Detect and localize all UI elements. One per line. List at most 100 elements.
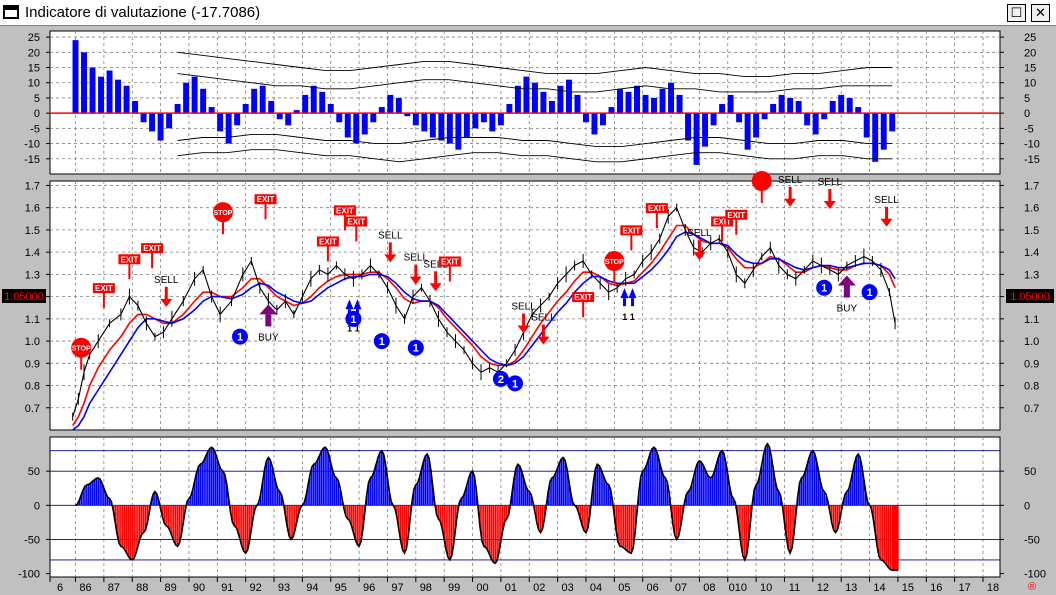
- sell-signal: SELL: [423, 259, 448, 292]
- histogram-bar: [353, 113, 360, 144]
- entry-marker-label: 1: [237, 332, 243, 344]
- hist-ytick-label-left: 10: [28, 78, 40, 90]
- histogram-bar: [489, 113, 496, 132]
- histogram-bar: [217, 113, 224, 132]
- sell-signal: SELL: [378, 230, 403, 263]
- x-tick-label: 99: [448, 582, 460, 594]
- histogram-bar: [608, 107, 615, 114]
- histogram-bar: [285, 113, 292, 126]
- exit-signal-label: EXIT: [121, 255, 139, 264]
- entry-marker-disc: [507, 375, 524, 392]
- buy-arrow-shaft: [843, 285, 850, 298]
- histogram-bar: [251, 88, 258, 114]
- maximize-button[interactable]: ☐: [1007, 4, 1026, 22]
- histogram-bar: [310, 85, 317, 114]
- x-tick-label: 89: [164, 582, 176, 594]
- histogram-bar: [234, 113, 241, 126]
- histogram-bar: [395, 97, 402, 114]
- entry-marker-disc: [861, 284, 878, 301]
- histogram-bar: [208, 107, 215, 114]
- exit-signal-flag: [572, 292, 595, 303]
- histogram-bar: [98, 76, 105, 114]
- histogram-bar: [81, 52, 88, 114]
- entry-marker-label: 2: [498, 374, 504, 386]
- entry-marker: 2: [492, 370, 509, 387]
- histogram-bar: [855, 107, 862, 114]
- price-ytick-label-left: 1.0: [25, 336, 40, 348]
- exit-signal: EXIT: [725, 209, 748, 235]
- x-tick-label: 16: [930, 582, 942, 594]
- hist-ytick-label-right: -5: [1024, 123, 1034, 135]
- entry-marker: 1: [407, 339, 424, 356]
- histogram-bar: [778, 94, 785, 114]
- stop-signal: [751, 171, 772, 203]
- entry-marker-disc: [407, 339, 424, 356]
- sell-signal: SELL: [818, 177, 843, 210]
- histogram-bar: [617, 88, 623, 114]
- exit-signal: EXIT: [254, 194, 277, 220]
- histogram-bar: [651, 97, 658, 114]
- price-ytick-label-right: 1.5: [1024, 225, 1039, 237]
- x-tick-label: 96: [363, 582, 375, 594]
- x-tick-label: 10: [760, 582, 772, 594]
- price-marker-left-label: 1.05000: [4, 291, 44, 303]
- histogram-bar: [531, 82, 538, 114]
- histogram-bar: [753, 113, 760, 138]
- exit-signal: EXIT: [118, 254, 141, 280]
- histogram-bar: [600, 113, 606, 126]
- x-tick-label: 04: [590, 582, 602, 594]
- entry-arrow-shaft: [623, 298, 627, 307]
- hist-ytick-label-right: -10: [1024, 139, 1040, 151]
- histogram-bar: [872, 113, 879, 162]
- histogram-bar: [761, 113, 768, 120]
- exit-signal-flag: [645, 203, 668, 214]
- exit-signal-flag: [254, 194, 277, 205]
- exit-signal-flag: [333, 205, 356, 216]
- histogram-bar: [149, 113, 156, 132]
- exit-signal: EXIT: [141, 243, 164, 269]
- x-tick-label: 6: [57, 582, 63, 594]
- entry-arrow-head: [628, 288, 637, 299]
- hist-ytick-label-right: 25: [1024, 32, 1036, 44]
- entry-marker-disc: [345, 310, 362, 327]
- x-tick-label: 06: [647, 582, 659, 594]
- histogram-bar: [889, 113, 896, 132]
- histogram-bar: [710, 113, 717, 126]
- buy-signal-label: BUY: [837, 303, 858, 314]
- hist-ytick-label-left: 25: [28, 32, 40, 44]
- hist-ytick-label-left: -15: [24, 154, 40, 166]
- price-ytick-label-left: 1.6: [25, 203, 40, 215]
- histogram-bar: [863, 113, 870, 138]
- entry-marker-label: 1: [350, 314, 356, 326]
- histogram-bar: [140, 113, 147, 123]
- sell-arrow-head: [537, 336, 550, 345]
- entry-marker-label: 1: [866, 287, 872, 299]
- exit-signal: EXIT: [92, 283, 115, 309]
- close-button[interactable]: ✕: [1031, 4, 1050, 22]
- stop-signal: STOP: [212, 202, 233, 235]
- histogram-bar: [72, 40, 79, 114]
- histogram-bar: [157, 113, 164, 141]
- window-title-bar: Indicatore di valutazione (-17.7086) ☐ ✕: [0, 0, 1056, 26]
- band-line: [177, 133, 893, 148]
- histogram-bar: [591, 113, 598, 135]
- stop-signal: STOP: [71, 337, 92, 370]
- time-axis: 6 86 87 88 89 90 91 92 93 94 95 96 97 98 99 00 01 02 03 04 0…: [49, 577, 999, 594]
- price-ytick-label-left: 0.7: [25, 403, 40, 415]
- exit-signal-label: EXIT: [143, 244, 161, 253]
- hist-ytick-label-right: 20: [1024, 47, 1036, 59]
- oscillator-panel: 50 50 0 0 -50 -50 -100 -100: [18, 436, 1046, 581]
- exit-signal-flag: [118, 254, 141, 265]
- histogram-bar: [676, 94, 683, 114]
- x-tick-label: 94: [306, 582, 318, 594]
- histogram-bar: [787, 97, 794, 114]
- price-ytick-label-right: 1.1: [1024, 314, 1039, 326]
- entry-marker: 1: [232, 328, 248, 345]
- histogram-bar: [421, 113, 428, 132]
- exit-signal-flag: [316, 236, 339, 247]
- x-tick-label: 02: [533, 582, 545, 594]
- sell-arrow-head: [880, 218, 893, 227]
- x-tick-label: 01: [505, 582, 517, 594]
- exit-signal-label: EXIT: [574, 293, 592, 302]
